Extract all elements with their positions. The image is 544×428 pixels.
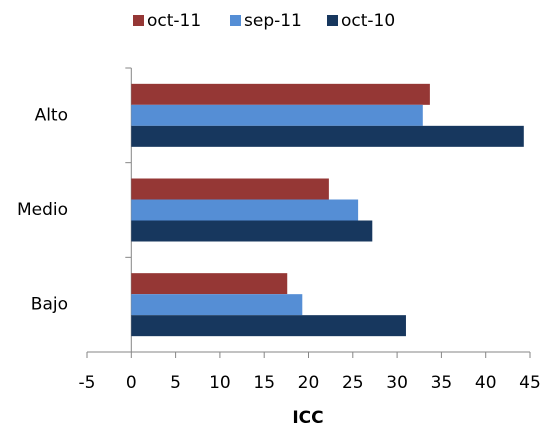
legend-label: sep-11 [244, 11, 302, 31]
bar [131, 294, 303, 316]
x-tick-label: 0 [126, 373, 137, 393]
x-tick-label: 10 [209, 373, 231, 393]
bar [131, 315, 406, 337]
bar [131, 83, 430, 105]
bar [131, 104, 423, 126]
bar [131, 178, 329, 200]
x-tick-label: 45 [519, 373, 541, 393]
legend-label: oct-11 [147, 11, 201, 31]
bar [131, 199, 359, 221]
y-tick-label: Medio [17, 200, 68, 220]
x-tick-label: 35 [431, 373, 453, 393]
x-tick-label: 20 [298, 373, 320, 393]
x-tick-label: -5 [79, 373, 96, 393]
bar [131, 220, 373, 242]
legend-label: oct-10 [341, 11, 395, 31]
x-tick-label: 40 [475, 373, 497, 393]
x-tick-label: 5 [170, 373, 181, 393]
bar [131, 125, 524, 147]
legend-swatch [327, 15, 338, 26]
x-tick-label: 30 [386, 373, 408, 393]
legend-swatch [230, 15, 241, 26]
bar [131, 273, 288, 295]
x-tick-label: 15 [253, 373, 275, 393]
legend-swatch [133, 15, 144, 26]
x-axis-title: ICC [292, 408, 323, 428]
y-tick-label: Bajo [31, 295, 68, 315]
x-tick-label: 25 [342, 373, 364, 393]
y-tick-label: Alto [35, 105, 68, 125]
